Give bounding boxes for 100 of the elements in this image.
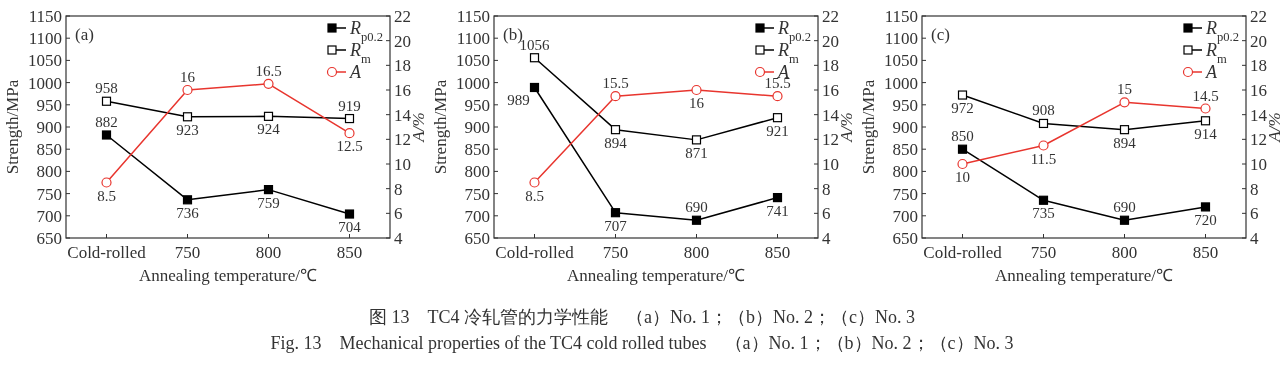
point [263,111,274,121]
caption: 图 13 TC4 冷轧管的力学性能 （a）No. 1；（b）No. 2；（c）No. 3 [369,307,915,327]
data-label: 958 [95,80,118,97]
y-tick-label: 800 [892,162,918,182]
text: (a) [75,25,94,44]
y2-tick-label: 8 [822,179,831,199]
y-tick-label: 1150 [456,7,490,26]
point [957,90,968,100]
y-tick-label: 800 [36,162,62,182]
y2-tick-label: 22 [822,7,839,26]
data-label: 894 [604,134,628,151]
y2-tick-label: 6 [1250,204,1259,224]
y-tick-label: 900 [892,118,918,137]
data-label: 704 [338,219,362,236]
y-tick-label: 1150 [884,7,918,26]
y-tick-label: 1000 [884,73,918,93]
x-tick-label: 750 [1030,243,1057,262]
y2-tick-label: 20 [394,31,411,51]
y-tick-label: 900 [464,118,490,137]
point [772,113,783,123]
caption: Fig. 13 Mechanical properties of the TC4 cold rolled tubes （a）No. 1；（b）No. 2；（c）No. 3 [270,333,1014,353]
data-label: 871 [685,144,708,161]
data-label: 690 [685,199,708,216]
data-label: 894 [1113,134,1137,151]
point [529,177,540,188]
point [1119,215,1130,225]
point [344,128,355,139]
point [957,158,968,170]
point [101,96,112,106]
data-label: 690 [1113,199,1136,216]
x-tick-label: 750 [602,243,629,262]
y-tick-label: 1050 [28,51,62,71]
y2-tick-label: 6 [394,204,403,224]
y-axis-title: Strength/MPa [3,79,22,175]
data-label: 989 [507,92,530,109]
point [182,112,193,122]
x-tick-label: Cold-rolled [67,243,147,262]
y-tick-label: 850 [892,140,918,160]
data-label: 10 [955,169,970,185]
y-tick-label: 750 [892,184,918,204]
x-axis-title: Annealing temperature/℃ [139,266,317,285]
data-label: 707 [604,217,628,234]
x-tick-label: 850 [764,243,791,262]
x-tick-label: 850 [336,243,363,262]
x-tick-label: 850 [1192,243,1219,262]
point [691,215,702,225]
y-tick-label: 950 [464,95,490,115]
point [1119,97,1130,108]
x-tick-label: Cold-rolled [923,243,1003,262]
data-label: 882 [95,113,118,130]
x-axis-title: Annealing temperature/℃ [995,266,1173,285]
data-label: 14.5 [1192,87,1219,104]
legend-label: A [349,62,362,82]
data-label: 12.5 [336,138,363,155]
y2-tick-label: 14 [1250,105,1268,125]
point [1038,140,1049,151]
data-label: 908 [1032,102,1055,119]
y2-tick-label: 22 [394,7,411,26]
y-tick-label: 650 [464,229,490,248]
y2-tick-label: 8 [394,179,403,199]
point [610,91,621,102]
point [691,135,702,145]
y2-tick-label: 16 [394,81,411,100]
point [1200,116,1211,126]
x-axis-title: Annealing temperature/℃ [567,266,745,285]
y-tick-label: 900 [36,118,62,137]
y2-tick-label: 16 [822,81,839,100]
point [610,208,621,218]
y2-tick-label: 20 [1250,31,1267,51]
x-tick-label: 800 [255,243,282,262]
point [529,53,540,63]
y-tick-label: 750 [464,184,490,204]
y-tick-label: 1050 [884,51,918,71]
y-axis-title: Strength/MPa [431,79,450,175]
y-tick-label: 1100 [884,29,918,49]
point [610,125,621,135]
y2-tick-label: 12 [394,130,411,150]
y-tick-label: 650 [892,229,918,248]
point [1038,118,1049,129]
data-label: 735 [1032,205,1055,222]
data-label: 921 [766,122,789,139]
y2-tick-label: 22 [1250,7,1267,26]
y-tick-label: 1000 [28,73,62,93]
data-label: 924 [257,121,281,138]
data-label: 850 [951,128,974,145]
y-tick-label: 700 [36,206,62,226]
point [263,78,274,89]
data-label: 16 [180,69,196,85]
point [529,82,540,93]
y-tick-label: 800 [464,162,490,182]
point [344,113,355,124]
data-label: 741 [766,202,789,219]
data-label: 15 [1117,81,1132,98]
y2-tick-label: 14 [394,105,412,125]
point [344,209,355,219]
point [1119,125,1130,135]
point [772,193,783,203]
y2-tick-label: 18 [394,56,411,76]
x-tick-label: 800 [1111,243,1138,262]
point [263,185,274,195]
